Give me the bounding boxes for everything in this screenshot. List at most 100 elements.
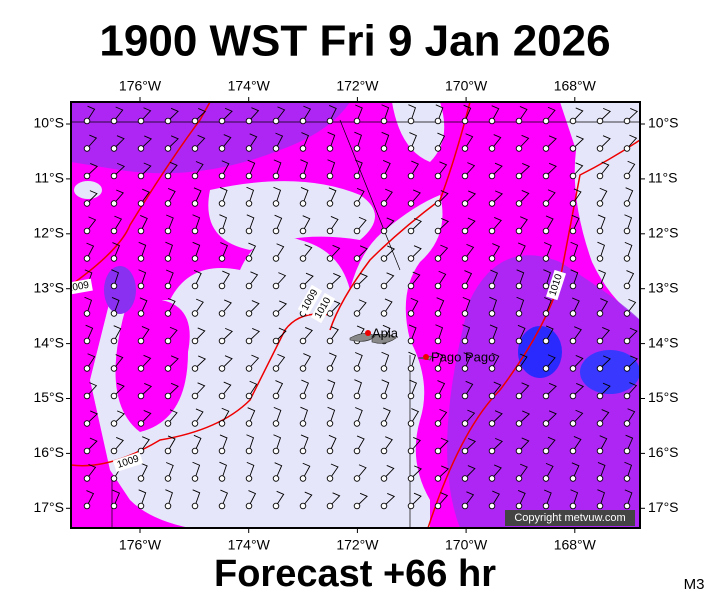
wind-station <box>326 117 334 125</box>
wind-barb <box>273 159 282 177</box>
wind-barb <box>464 491 475 507</box>
wind-station <box>596 117 604 125</box>
wind-station <box>380 227 388 235</box>
wind-barb <box>489 324 498 342</box>
wind-barb <box>300 434 309 452</box>
wind-station <box>569 502 577 510</box>
longitude-label: 174°W <box>228 78 271 94</box>
wind-station <box>272 117 280 125</box>
wind-barb <box>329 105 337 122</box>
wind-barb <box>356 464 367 479</box>
wind-barb <box>194 408 204 424</box>
wind-station <box>596 172 604 180</box>
wind-barb <box>491 217 502 232</box>
wind-station <box>299 447 307 455</box>
wind-barb <box>464 380 474 397</box>
latitude-label: 16°S <box>33 444 64 460</box>
wind-station <box>461 447 469 455</box>
wind-station <box>272 200 280 207</box>
wind-barb <box>85 324 94 342</box>
latitude-label: 13°S <box>33 279 64 295</box>
wind-barb <box>300 406 308 424</box>
wind-barb <box>275 300 288 314</box>
wind-barb <box>599 135 611 149</box>
wind-barb <box>517 324 526 342</box>
wind-station <box>380 282 388 290</box>
wind-station <box>164 392 172 400</box>
wind-station <box>407 475 415 482</box>
wind-barb <box>354 379 362 397</box>
wind-station <box>110 447 118 455</box>
wind-station <box>407 282 415 290</box>
wind-station <box>461 282 469 290</box>
wind-station <box>380 365 388 372</box>
wind-barb <box>381 379 390 397</box>
wind-barb <box>86 105 96 122</box>
wind-barb <box>489 296 497 314</box>
wind-station <box>623 502 631 510</box>
wind-barb <box>138 489 147 507</box>
wind-barb <box>356 435 365 452</box>
wind-station <box>326 145 334 152</box>
wind-barb <box>248 328 261 342</box>
wind-barbs <box>83 104 639 510</box>
wind-station <box>380 420 388 427</box>
wind-barb <box>545 189 556 204</box>
wind-station <box>623 172 631 180</box>
place-marker <box>423 354 429 360</box>
wind-barb <box>410 217 422 232</box>
wind-station <box>272 145 280 152</box>
wind-station <box>461 172 469 180</box>
wind-barb <box>221 381 232 397</box>
wind-barb <box>275 380 284 397</box>
wind-station <box>83 392 91 400</box>
wind-barb <box>140 215 148 232</box>
wind-station <box>623 420 631 427</box>
dry-area <box>90 195 443 528</box>
wind-station <box>596 502 604 510</box>
wind-barb <box>572 188 582 204</box>
wind-station <box>137 145 145 152</box>
wind-station <box>191 200 199 207</box>
wind-barb <box>408 104 416 122</box>
wind-barb <box>408 351 416 369</box>
wind-barb <box>626 327 638 342</box>
wind-barb <box>624 241 633 259</box>
wind-barb <box>437 161 448 177</box>
wind-station <box>569 117 577 125</box>
wind-station <box>542 475 550 482</box>
wind-barb <box>463 352 472 369</box>
wind-barb <box>138 269 147 287</box>
wind-station <box>515 145 523 152</box>
wind-barb <box>273 186 282 204</box>
wind-barb <box>302 244 313 259</box>
wind-barb <box>464 409 476 424</box>
wind-station <box>137 392 145 400</box>
wind-barb <box>113 106 124 122</box>
wind-barb <box>545 410 557 424</box>
wind-barb <box>410 465 422 479</box>
latitude-label: 16°S <box>648 444 679 460</box>
wind-barb <box>302 462 311 479</box>
island <box>349 333 397 344</box>
wind-barb <box>113 215 123 232</box>
wind-station <box>218 365 226 372</box>
wind-station <box>434 392 442 400</box>
wind-barb <box>491 352 500 369</box>
wind-barb <box>599 161 610 177</box>
wind-station <box>434 502 442 510</box>
wind-barb <box>86 353 96 369</box>
label-box <box>297 284 323 316</box>
wind-barb <box>219 461 227 479</box>
wind-barb <box>518 190 530 204</box>
wind-barb <box>166 214 174 232</box>
wind-barb <box>626 408 636 424</box>
wind-barb <box>599 187 608 204</box>
wind-station <box>461 502 469 510</box>
wind-station <box>218 337 226 345</box>
wind-barb <box>491 381 502 397</box>
wind-barb <box>167 355 179 369</box>
latitude-label: 10°S <box>33 115 64 131</box>
wind-station <box>137 282 145 290</box>
wind-station <box>353 282 361 290</box>
